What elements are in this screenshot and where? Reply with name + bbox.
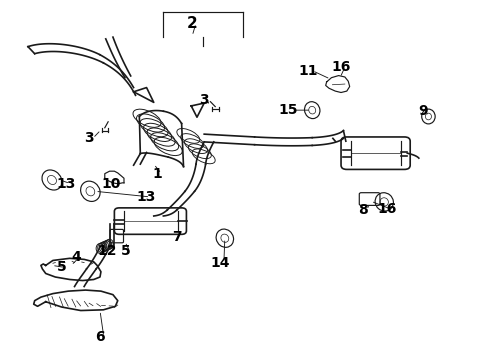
Text: 3: 3 xyxy=(84,131,94,145)
Text: 15: 15 xyxy=(278,103,298,117)
Text: 4: 4 xyxy=(71,250,81,264)
Text: 13: 13 xyxy=(57,176,76,190)
Text: 14: 14 xyxy=(210,256,230,270)
Text: 7: 7 xyxy=(172,230,182,244)
Text: 11: 11 xyxy=(298,64,318,78)
Text: 16: 16 xyxy=(377,202,396,216)
Text: 6: 6 xyxy=(95,330,105,344)
Text: 9: 9 xyxy=(418,104,427,118)
Text: 13: 13 xyxy=(137,190,156,204)
Text: 16: 16 xyxy=(331,60,351,74)
Text: 8: 8 xyxy=(358,203,368,217)
Text: 1: 1 xyxy=(153,167,163,181)
Text: 12: 12 xyxy=(98,244,117,258)
Text: 10: 10 xyxy=(102,176,121,190)
Text: 3: 3 xyxy=(199,93,209,107)
Text: 5: 5 xyxy=(121,244,131,258)
Text: 2: 2 xyxy=(187,15,197,31)
Text: 5: 5 xyxy=(57,261,67,274)
